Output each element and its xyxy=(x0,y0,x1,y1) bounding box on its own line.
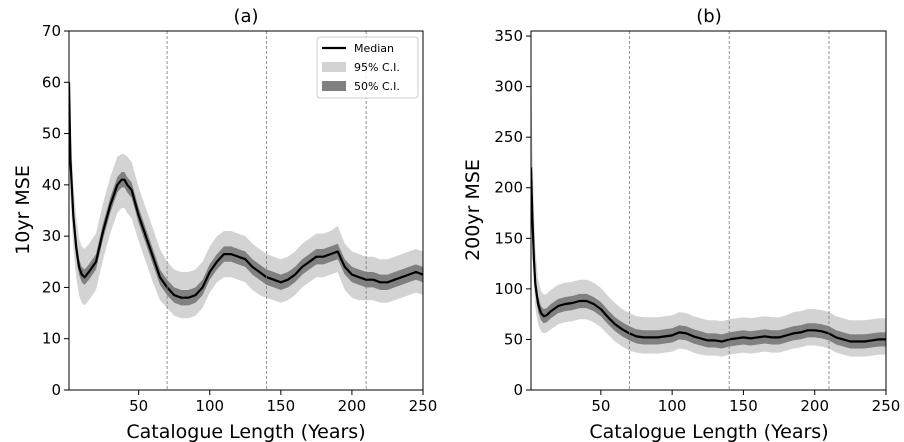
panel-a-x-tick-label-150: 150 xyxy=(267,397,296,415)
panel-b-median-line xyxy=(531,167,886,343)
legend-label-50-c-i: 50% C.I. xyxy=(354,80,400,93)
panel-b-frame xyxy=(530,30,887,391)
panel-b: (b) Catalogue Length (Years) 200yr MSE 5… xyxy=(462,6,900,442)
panel-a-plot-area xyxy=(69,31,423,390)
panel-b-y-axis-label: 200yr MSE xyxy=(462,159,484,261)
panel-a-frame xyxy=(68,30,424,391)
panel-b-y-tick-label-250: 250 xyxy=(494,128,523,146)
panel-a-y-tick-label-20: 20 xyxy=(42,278,61,296)
panel-b-plot-area xyxy=(531,31,886,390)
panel-a: (a) Catalogue Length (Years) 10yr MSE 50… xyxy=(12,6,437,442)
panel-b-title: (b) xyxy=(696,6,721,27)
panel-a-title: (a) xyxy=(233,6,258,27)
panel-a-x-axis-label: Catalogue Length (Years) xyxy=(126,421,365,442)
panel-a-y-tick-label-50: 50 xyxy=(42,125,61,143)
panel-a-y-tick-label-0: 0 xyxy=(51,381,61,399)
legend-label-median: Median xyxy=(354,42,394,55)
legend-swatch-50-c-i xyxy=(322,81,346,91)
panel-b-y-tick-label-300: 300 xyxy=(494,78,523,96)
panel-b-y-tick-label-100: 100 xyxy=(494,280,523,298)
panel-b-x-tick-label-200: 200 xyxy=(800,397,829,415)
panel-a-median-line xyxy=(69,82,423,299)
panel-b-y-tick-label-150: 150 xyxy=(494,229,523,247)
panel-a-y-axis-label: 10yr MSE xyxy=(12,165,34,255)
panel-a-x-tick-label-50: 50 xyxy=(129,397,148,415)
panel-b-x-tick-label-250: 250 xyxy=(872,397,901,415)
panel-a-x-tick-label-200: 200 xyxy=(338,397,367,415)
panel-a-x-tick-label-250: 250 xyxy=(409,397,438,415)
legend-label-95-c-i: 95% C.I. xyxy=(354,61,400,74)
panel-b-y-tick-label-50: 50 xyxy=(504,330,523,348)
panel-b-y-tick-label-350: 350 xyxy=(494,27,523,45)
panel-a-ci50-band xyxy=(69,66,423,306)
panel-b-x-tick-label-150: 150 xyxy=(729,397,758,415)
panel-a-y-tick-label-40: 40 xyxy=(42,176,61,194)
legend-swatch-95-c-i xyxy=(322,62,346,72)
panel-a-x-tick-label-100: 100 xyxy=(195,397,224,415)
panel-b-x-axis-label: Catalogue Length (Years) xyxy=(589,421,828,442)
panel-a-y-tick-label-30: 30 xyxy=(42,227,61,245)
panel-b-y-tick-label-0: 0 xyxy=(513,381,523,399)
panel-a-y-tick-label-60: 60 xyxy=(42,73,61,91)
panel-a-y-tick-label-10: 10 xyxy=(42,330,61,348)
panel-a-legend: Median 95% C.I. 50% C.I. xyxy=(316,36,419,99)
panel-b-x-tick-label-50: 50 xyxy=(591,397,610,415)
panel-a-y-tick-label-70: 70 xyxy=(42,22,61,40)
panel-b-ci95-band xyxy=(531,56,886,357)
panel-b-x-tick-label-100: 100 xyxy=(658,397,687,415)
panel-b-y-tick-label-200: 200 xyxy=(494,179,523,197)
